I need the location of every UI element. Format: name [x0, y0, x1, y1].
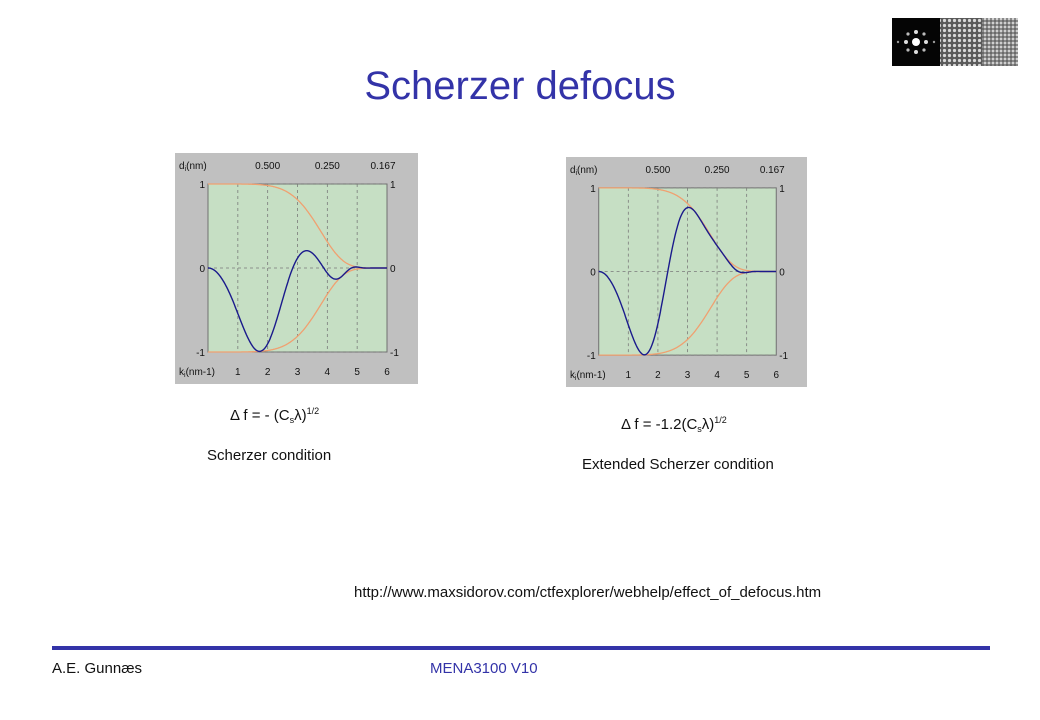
- bottom-tick-label: 6: [773, 370, 779, 381]
- bottom-tick-label: 2: [655, 370, 661, 381]
- formula-text: Δ f = -1.2(C: [621, 416, 698, 433]
- diffraction-lattice-logo-icon: [892, 18, 1018, 66]
- ctf-curve: [208, 250, 387, 353]
- y-tick-label-right: 0: [390, 264, 396, 275]
- bottom-axis-label: ki(nm-1): [570, 370, 606, 382]
- envelope-upper: [598, 187, 777, 273]
- extended-scherzer-formula: Δ f = -1.2(Csλ)1/2: [621, 415, 727, 434]
- formula-subscript: s: [697, 424, 702, 434]
- footer-author: A.E. Gunnæs: [52, 660, 143, 677]
- bottom-axis-label: ki(nm-1): [179, 367, 215, 379]
- top-tick-label: 0.167: [370, 161, 395, 172]
- bottom-tick-label: 4: [325, 367, 331, 378]
- scherzer-caption: Scherzer condition: [207, 447, 332, 464]
- y-tick-label-right: -1: [390, 348, 399, 359]
- bottom-tick-label: 6: [384, 367, 390, 378]
- formula-text-mid: λ): [294, 407, 307, 424]
- y-tick-label-right: 1: [779, 184, 785, 195]
- slide-title: Scherzer defocus: [364, 64, 676, 108]
- bottom-tick-label: 3: [295, 367, 301, 378]
- top-tick-label: 0.250: [315, 161, 340, 172]
- top-axis-label: di(nm): [570, 165, 597, 177]
- y-tick-label-left: 1: [199, 180, 205, 191]
- formula-text-mid: λ): [701, 416, 715, 433]
- top-tick-label: 0.500: [255, 161, 280, 172]
- bottom-tick-label: 3: [685, 370, 691, 381]
- extended-scherzer-caption: Extended Scherzer condition: [582, 456, 774, 473]
- y-tick-label-left: -1: [196, 348, 205, 359]
- envelope-lower: [208, 267, 387, 353]
- top-axis-label: di(nm): [179, 161, 207, 173]
- y-tick-label-left: -1: [587, 351, 596, 362]
- top-tick-label: 0.167: [760, 165, 785, 176]
- formula-text: Δ f = - (C: [230, 407, 290, 424]
- y-tick-label-left: 0: [199, 264, 205, 275]
- footer-divider: [52, 646, 990, 650]
- formula-superscript: 1/2: [306, 406, 320, 416]
- grid: [208, 183, 387, 353]
- source-url-link[interactable]: http://www.maxsidorov.com/ctfexplorer/we…: [354, 584, 822, 601]
- footer-course: MENA3100 V10: [430, 660, 538, 677]
- bottom-tick-label: 5: [744, 370, 750, 381]
- ctf-plot-extended-scherzer: di(nm) 0.500 0.250 0.167 1 1 0 0 -1 -1 ki(nm-1) 1 2 3…: [566, 157, 807, 387]
- bottom-tick-label: 4: [714, 370, 720, 381]
- bottom-tick-label: 2: [265, 367, 271, 378]
- bottom-tick-label: 5: [354, 367, 360, 378]
- formula-superscript: 1/2: [714, 415, 727, 425]
- y-tick-label-right: 0: [779, 267, 785, 278]
- y-tick-label-right: -1: [779, 351, 788, 362]
- ctf-plot-scherzer: di(nm) 0.500 0.250 0.167 1 1 0 0 -1 -1 ki(nm-1) 1 2 3…: [175, 153, 418, 384]
- y-tick-label-right: 1: [390, 180, 396, 191]
- bottom-tick-label: 1: [235, 367, 241, 378]
- y-tick-label-left: 0: [590, 267, 596, 278]
- bottom-tick-label: 1: [626, 370, 632, 381]
- top-tick-label: 0.500: [646, 165, 671, 176]
- grid: [598, 187, 777, 356]
- top-tick-label: 0.250: [705, 165, 730, 176]
- ctf-curve: [598, 206, 777, 356]
- y-tick-label-left: 1: [590, 184, 596, 195]
- scherzer-formula: Δ f = - (Csλ)1/2: [230, 406, 319, 425]
- formula-subscript: s: [289, 415, 295, 425]
